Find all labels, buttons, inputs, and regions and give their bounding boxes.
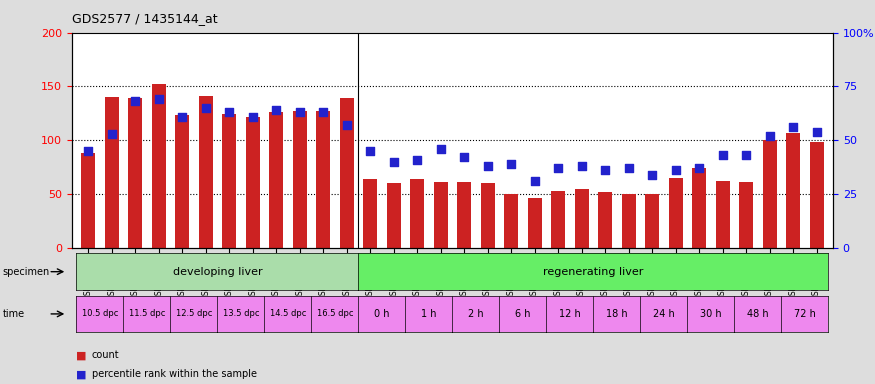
Point — [151, 96, 165, 103]
Point — [668, 167, 682, 173]
Text: 0 h: 0 h — [374, 309, 389, 319]
Point — [809, 129, 823, 135]
Point — [716, 152, 730, 158]
Point — [575, 163, 589, 169]
Text: GDS2577 / 1435144_at: GDS2577 / 1435144_at — [72, 12, 217, 25]
Text: 18 h: 18 h — [606, 309, 627, 319]
Bar — [292, 111, 307, 248]
Bar — [739, 182, 753, 248]
Point — [270, 107, 284, 113]
Bar — [105, 97, 119, 248]
Point — [739, 152, 753, 158]
Text: regenerating liver: regenerating liver — [543, 266, 643, 277]
Point — [457, 154, 471, 161]
Point — [480, 163, 494, 169]
Point — [199, 105, 213, 111]
Text: 11.5 dpc: 11.5 dpc — [129, 310, 165, 318]
Point — [292, 109, 306, 115]
Point — [763, 133, 777, 139]
Text: ■: ■ — [76, 350, 87, 360]
Bar — [786, 132, 800, 248]
Point — [175, 113, 189, 119]
Text: 48 h: 48 h — [747, 309, 768, 319]
Bar — [128, 98, 143, 248]
Bar — [692, 168, 706, 248]
Point — [128, 98, 142, 104]
Text: 2 h: 2 h — [468, 309, 484, 319]
Bar — [316, 111, 330, 248]
Point — [246, 113, 260, 119]
Bar — [222, 114, 236, 248]
Bar — [81, 153, 95, 248]
Bar — [551, 191, 565, 248]
Text: 12 h: 12 h — [559, 309, 581, 319]
Bar — [645, 194, 659, 248]
Bar — [363, 179, 377, 248]
Point — [786, 124, 800, 130]
Point — [551, 165, 565, 171]
Text: developing liver: developing liver — [172, 266, 262, 277]
Text: count: count — [92, 350, 120, 360]
Point — [621, 165, 635, 171]
Text: percentile rank within the sample: percentile rank within the sample — [92, 369, 257, 379]
Text: 24 h: 24 h — [653, 309, 675, 319]
Point — [504, 161, 518, 167]
Text: specimen: specimen — [3, 266, 50, 277]
Point — [81, 148, 95, 154]
Point — [434, 146, 448, 152]
Text: 13.5 dpc: 13.5 dpc — [222, 310, 259, 318]
Bar — [575, 189, 589, 248]
Point — [528, 178, 542, 184]
Text: 10.5 dpc: 10.5 dpc — [81, 310, 118, 318]
Bar — [528, 198, 542, 248]
Bar — [434, 182, 448, 248]
Bar — [716, 181, 730, 248]
Text: 6 h: 6 h — [515, 309, 530, 319]
Bar — [621, 194, 635, 248]
Text: 14.5 dpc: 14.5 dpc — [270, 310, 306, 318]
Point — [340, 122, 354, 128]
Point — [645, 172, 659, 178]
Bar — [809, 142, 823, 248]
Point — [316, 109, 330, 115]
Bar — [175, 116, 189, 248]
Point — [105, 131, 119, 137]
Point — [598, 167, 612, 173]
Bar — [270, 112, 284, 248]
Bar — [598, 192, 612, 248]
Text: time: time — [3, 309, 24, 319]
Bar — [668, 178, 682, 248]
Bar — [762, 140, 777, 248]
Bar — [410, 179, 424, 248]
Bar — [246, 116, 260, 248]
Point — [363, 148, 377, 154]
Bar — [387, 183, 401, 248]
Point — [410, 156, 424, 162]
Bar — [340, 98, 354, 248]
Bar — [457, 182, 471, 248]
Text: 1 h: 1 h — [421, 309, 437, 319]
Bar — [504, 194, 518, 248]
Bar — [151, 84, 165, 248]
Point — [692, 165, 706, 171]
Point — [222, 109, 236, 115]
Text: 72 h: 72 h — [794, 309, 816, 319]
Bar — [480, 183, 494, 248]
Text: 30 h: 30 h — [700, 309, 722, 319]
Text: ■: ■ — [76, 369, 87, 379]
Text: 16.5 dpc: 16.5 dpc — [317, 310, 354, 318]
Text: 12.5 dpc: 12.5 dpc — [176, 310, 212, 318]
Point — [387, 159, 401, 165]
Bar — [199, 96, 213, 248]
